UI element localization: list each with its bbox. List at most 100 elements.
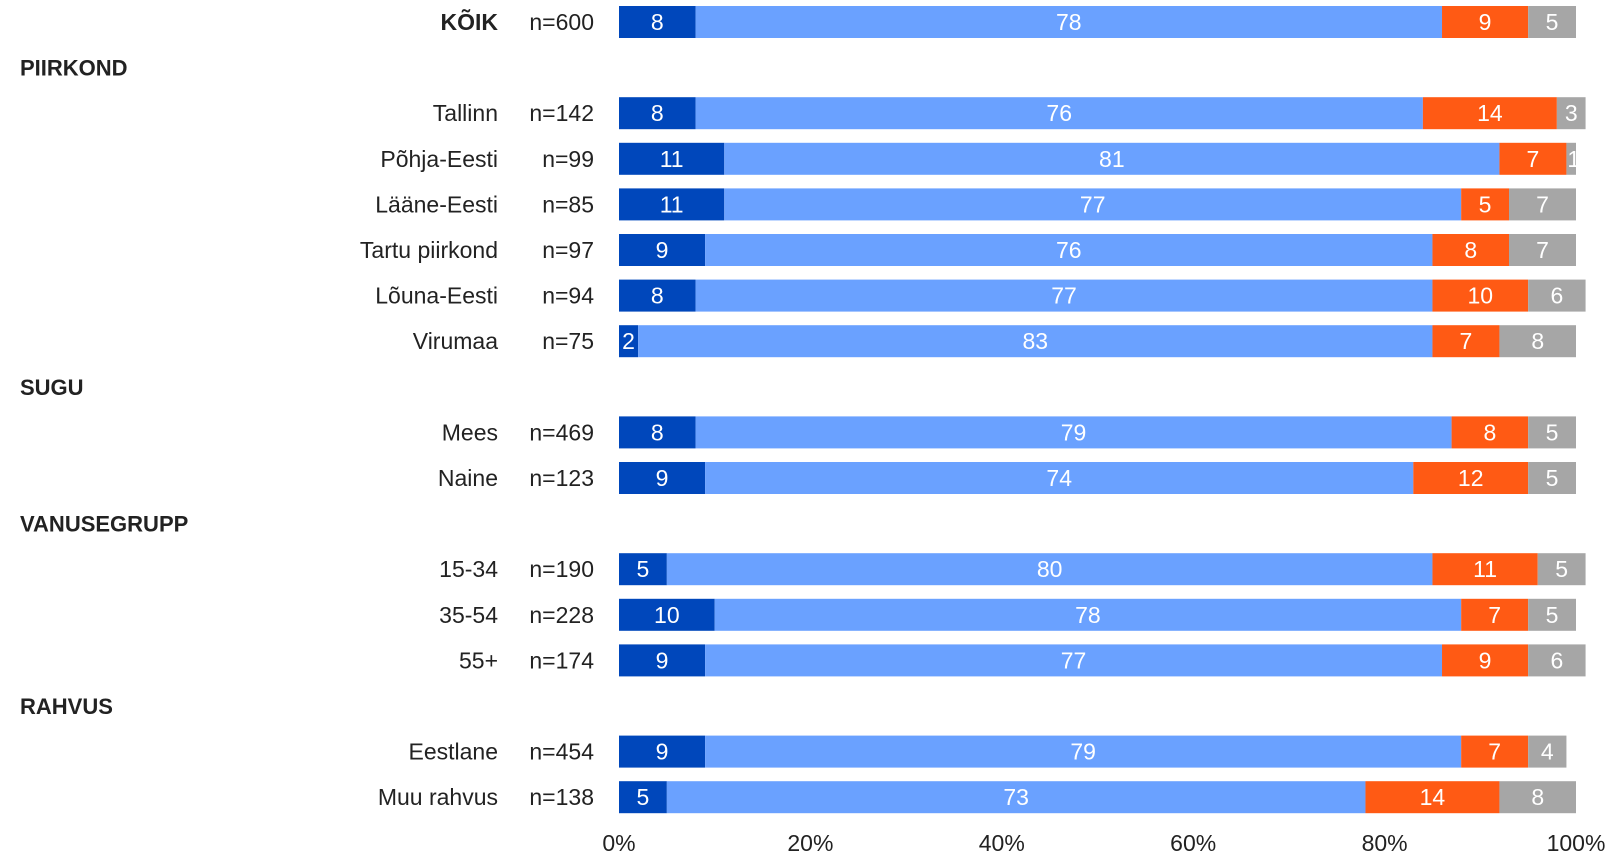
data-label: 81 bbox=[1099, 146, 1125, 172]
data-label: 83 bbox=[1022, 328, 1048, 354]
bar-segment bbox=[666, 553, 1433, 586]
bar-segment bbox=[619, 279, 696, 312]
data-label: 7 bbox=[1488, 739, 1501, 765]
bar-segment bbox=[1499, 781, 1576, 814]
x-tick-label: 0% bbox=[602, 830, 635, 856]
group-label: SUGU bbox=[20, 375, 84, 400]
bar-segment bbox=[1432, 279, 1529, 312]
bar-segment bbox=[695, 6, 1443, 38]
n-label: n=94 bbox=[542, 283, 594, 309]
data-label: 11 bbox=[1473, 556, 1497, 582]
bar-segment bbox=[1432, 234, 1510, 266]
bar-segment bbox=[619, 735, 706, 768]
data-label: 8 bbox=[651, 100, 664, 126]
data-label: 11 bbox=[660, 146, 684, 172]
n-label: n=97 bbox=[542, 237, 594, 263]
data-label: 5 bbox=[637, 784, 650, 810]
n-label: n=99 bbox=[542, 146, 594, 172]
bar-segment bbox=[714, 598, 1462, 631]
row-label: Tartu piirkond bbox=[360, 237, 498, 263]
data-label: 7 bbox=[1460, 328, 1473, 354]
bar-segment bbox=[705, 644, 1443, 677]
row-label: Põhja-Eesti bbox=[380, 146, 498, 172]
group-label: RAHVUS bbox=[20, 694, 113, 719]
row-label: Lõuna-Eesti bbox=[375, 283, 498, 309]
data-label: 80 bbox=[1037, 556, 1063, 582]
bar-segment bbox=[1499, 325, 1576, 358]
bar-segment bbox=[1461, 188, 1510, 221]
bar-segment bbox=[1528, 644, 1586, 677]
data-label: 8 bbox=[651, 419, 664, 445]
row-label: Tallinn bbox=[433, 100, 498, 126]
data-label: 6 bbox=[1550, 647, 1563, 673]
data-label: 9 bbox=[656, 237, 669, 263]
data-label: 6 bbox=[1550, 283, 1563, 309]
data-label: 1 bbox=[1567, 146, 1580, 172]
data-label: 78 bbox=[1075, 602, 1101, 628]
x-tick-label: 20% bbox=[787, 830, 833, 856]
row-label: 55+ bbox=[459, 647, 498, 673]
bar-segment bbox=[1461, 598, 1529, 631]
data-label: 9 bbox=[656, 465, 669, 491]
n-label: n=142 bbox=[529, 100, 594, 126]
data-label: 5 bbox=[1546, 602, 1559, 628]
data-label: 5 bbox=[1546, 419, 1559, 445]
x-tick-label: 40% bbox=[979, 830, 1025, 856]
data-label: 77 bbox=[1061, 647, 1087, 673]
data-label: 7 bbox=[1536, 191, 1549, 217]
bar-segment bbox=[619, 462, 706, 494]
data-label: 10 bbox=[1468, 283, 1494, 309]
row-label: Mees bbox=[442, 419, 498, 445]
bar-segment bbox=[619, 142, 725, 175]
bar-segment bbox=[695, 279, 1433, 312]
bar-segment bbox=[1432, 325, 1500, 358]
n-label: n=469 bbox=[529, 419, 594, 445]
row-label: Naine bbox=[438, 465, 498, 491]
row-label: Virumaa bbox=[413, 328, 498, 354]
data-label: 5 bbox=[1555, 556, 1568, 582]
data-label: 14 bbox=[1477, 100, 1503, 126]
bar-segment bbox=[724, 188, 1462, 221]
bar-segment bbox=[695, 416, 1452, 449]
n-label: n=75 bbox=[542, 328, 594, 354]
bar-segment bbox=[1509, 188, 1576, 221]
bar-segment bbox=[619, 6, 696, 38]
data-label: 8 bbox=[651, 283, 664, 309]
bar-segment bbox=[1499, 142, 1567, 175]
data-label: 76 bbox=[1056, 237, 1082, 263]
data-label: 8 bbox=[1464, 237, 1477, 263]
data-label: 5 bbox=[637, 556, 650, 582]
bar-segment bbox=[638, 325, 1433, 358]
bar-segment bbox=[1566, 142, 1576, 175]
data-label: 3 bbox=[1565, 100, 1578, 126]
bar-segment bbox=[1528, 279, 1586, 312]
data-label: 9 bbox=[1479, 647, 1492, 673]
data-label: 9 bbox=[656, 739, 669, 765]
data-label: 7 bbox=[1536, 237, 1549, 263]
data-label: 8 bbox=[1531, 784, 1544, 810]
bar-segment bbox=[619, 97, 696, 130]
data-label: 7 bbox=[1488, 602, 1501, 628]
bar-segment bbox=[619, 234, 706, 266]
bar-segment bbox=[1528, 6, 1576, 38]
row-label: Lääne-Eesti bbox=[375, 191, 498, 217]
bar-segment bbox=[705, 234, 1433, 266]
bar-segment bbox=[619, 644, 706, 677]
group-label: VANUSEGRUPP bbox=[20, 512, 188, 537]
data-label: 10 bbox=[654, 602, 680, 628]
n-label: n=190 bbox=[529, 556, 594, 582]
x-tick-label: 60% bbox=[1170, 830, 1216, 856]
bar-segment bbox=[619, 416, 696, 449]
bar-segment bbox=[1442, 6, 1529, 38]
bar-segment bbox=[1509, 234, 1576, 266]
data-label: 8 bbox=[651, 9, 664, 35]
row-label: Muu rahvus bbox=[378, 784, 498, 810]
x-tick-label: 100% bbox=[1547, 830, 1606, 856]
n-label: n=138 bbox=[529, 784, 594, 810]
bar-segment bbox=[1528, 598, 1576, 631]
bar-segment bbox=[619, 325, 639, 358]
data-label: 73 bbox=[1003, 784, 1029, 810]
row-label: KÕIK bbox=[441, 8, 499, 35]
n-label: n=228 bbox=[529, 602, 594, 628]
data-label: 79 bbox=[1061, 419, 1087, 445]
